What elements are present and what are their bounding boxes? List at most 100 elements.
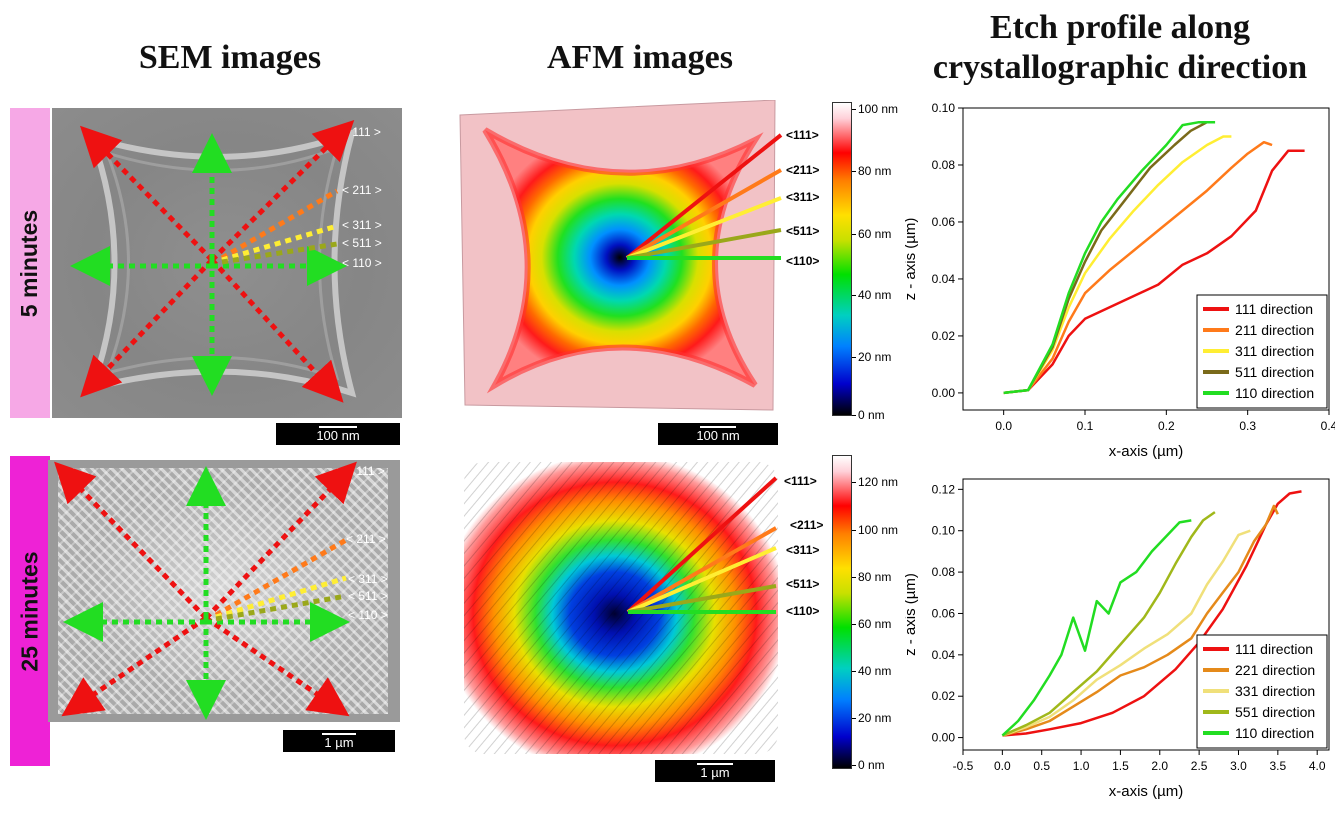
sem-line-511-25 [215,593,347,622]
sem-arrow-111-a-25 [54,461,208,620]
sem-dir-label-110-5min: < 110 > [342,256,382,270]
sem-direction-arrows-5min [70,119,355,403]
colorbar-tick: 0 nm [852,758,885,772]
afm-dir-label-110-25min: <110> [786,604,820,618]
y-tick-label: 0.12 [932,482,956,496]
series-line-111 [1003,149,1305,395]
y-axis-label: z - axis (µm) [905,573,919,656]
x-tick-label: 1.5 [1112,759,1129,773]
y-tick-label: 0.02 [932,689,956,703]
etch-heading-line1: Etch profile along [989,9,1251,46]
sem-dir-label-511-25min: < 511 > [348,589,388,603]
sem-arrow-111-c [80,258,214,398]
colorbar-tick: 40 nm [851,664,892,678]
afm-scale-bar-25min: 1 µm [655,760,775,782]
x-tick-label: 0.5 [1033,759,1050,773]
sem-scale-bar-25min: 1 µm [283,730,395,752]
x-tick-label: 1.0 [1073,759,1090,773]
afm-image-5min [459,100,783,411]
sem-direction-arrows-25min [54,461,357,720]
x-tick-label: 3.0 [1230,759,1247,773]
colorbar-tick: 60 nm [851,617,892,631]
afm-dir-label-111-5min: <111> [786,128,819,142]
x-tick-label: 2.5 [1191,759,1208,773]
colorbar-tick: 100 nm [851,102,899,116]
y-tick-label: 0.04 [932,648,956,662]
series-line-110 [1001,519,1192,737]
series-line-511 [1003,121,1208,395]
sem-line-211-25 [214,537,348,618]
y-axis-label: z - axis (µm) [905,218,919,301]
sem-dir-label-511-5min: < 511 > [342,236,382,250]
sem-dir-label-311-25min: < 311 > [348,572,388,586]
row-label-5-minutes: 5 minutes [10,108,50,418]
legend-entry: 111 direction [1235,641,1313,657]
sem-line-311-25 [215,575,347,620]
series-line-331 [1001,529,1251,737]
sem-heading: SEM images [138,39,322,76]
plot-frame [962,478,1330,751]
x-tick-label: 3.5 [1269,759,1286,773]
legend-entry: 211 direction [1235,322,1314,338]
y-tick-label: 0.04 [932,272,956,286]
afm-dir-label-111-25min: <111> [784,474,817,488]
legend-entry: 511 direction [1235,364,1314,380]
afm-dir-label-110-5min: <110> [786,254,820,268]
y-tick-label: 0.08 [932,158,956,172]
row-label-25-minutes: 25 minutes [10,456,50,766]
x-axis-label: x-axis (µm) [1109,443,1183,460]
series-line-211 [1003,140,1273,395]
colorbar-tick: 60 nm [851,227,892,241]
y-tick-label: 0.00 [932,731,956,745]
afm-heading: AFM images [546,39,733,76]
sem-dir-label-311-5min: < 311 > [342,218,382,232]
legend-entry: 331 direction [1235,683,1315,699]
y-tick-label: 0.02 [932,329,956,343]
x-tick-label: 0.4 [1321,419,1335,433]
y-tick-label: 0.10 [932,101,956,115]
sem-line-511 [221,241,338,265]
legend-entry: 110 direction [1235,725,1314,741]
sem-arrow-111-b [210,119,355,262]
y-tick-label: 0.00 [932,386,956,400]
afm-image-25min [460,458,782,758]
etch-heading-line2: crystallographic direction [932,49,1308,86]
afm-direction-lines-5min [625,133,783,260]
x-tick-label: 0.1 [1077,419,1094,433]
sem-arrow-111-d-25 [204,615,350,717]
legend-entry: 111 direction [1235,301,1313,317]
y-tick-label: 0.10 [932,524,956,538]
x-tick-label: 0.3 [1239,419,1256,433]
sem-arrow-111-a [79,125,214,262]
afm-dir-label-311-25min: <311> [786,543,820,557]
etch-profile-chart-5min: 0.0 0.1 0.2 0.3 0.4 0.00 0.02 0.04 0.06 0.08 0.10 x… [905,101,1335,460]
sem-dir-label-211-5min: < 211 > [342,183,382,197]
sem-scale-bar-5min: 100 nm [276,423,400,445]
colorbar-tick: 80 nm [851,570,892,584]
x-tick-label: 4.0 [1309,759,1326,773]
y-tick-label: 0.06 [932,215,956,229]
legend-entry: 311 direction [1235,343,1314,359]
plot-frame [962,107,1330,411]
legend-entry: 110 direction [1235,385,1314,401]
afm-dir-label-211-5min: <211> [786,163,820,177]
legend-entry: 221 direction [1235,662,1315,678]
colorbar-tick: 20 nm [851,711,892,725]
x-axis-label: x-axis (µm) [1109,783,1183,800]
x-tick-label: 2.0 [1151,759,1168,773]
x-tick-label: 0.2 [1158,419,1175,433]
x-tick-label: 0.0 [995,419,1012,433]
sem-dir-label-211-25min: < 211 > [346,532,386,546]
y-tick-label: 0.06 [932,606,956,620]
sem-image-25min: < 111 > < 211 > < 311 > < 511 > < 110 > [48,460,400,722]
x-tick-label: 0.0 [994,759,1011,773]
afm-colorbar-25min [832,455,852,769]
afm-dir-label-511-25min: <511> [786,577,820,591]
sem-arrow-111-b-25 [204,461,357,620]
afm-dir-label-211-25min: <211> [790,518,824,532]
colorbar-tick: 20 nm [851,350,892,364]
series-line-110 [1003,120,1216,395]
legend-entry: 551 direction [1235,704,1315,720]
colorbar-tick: 120 nm [851,475,899,489]
afm-colorbar-5min [832,102,852,416]
